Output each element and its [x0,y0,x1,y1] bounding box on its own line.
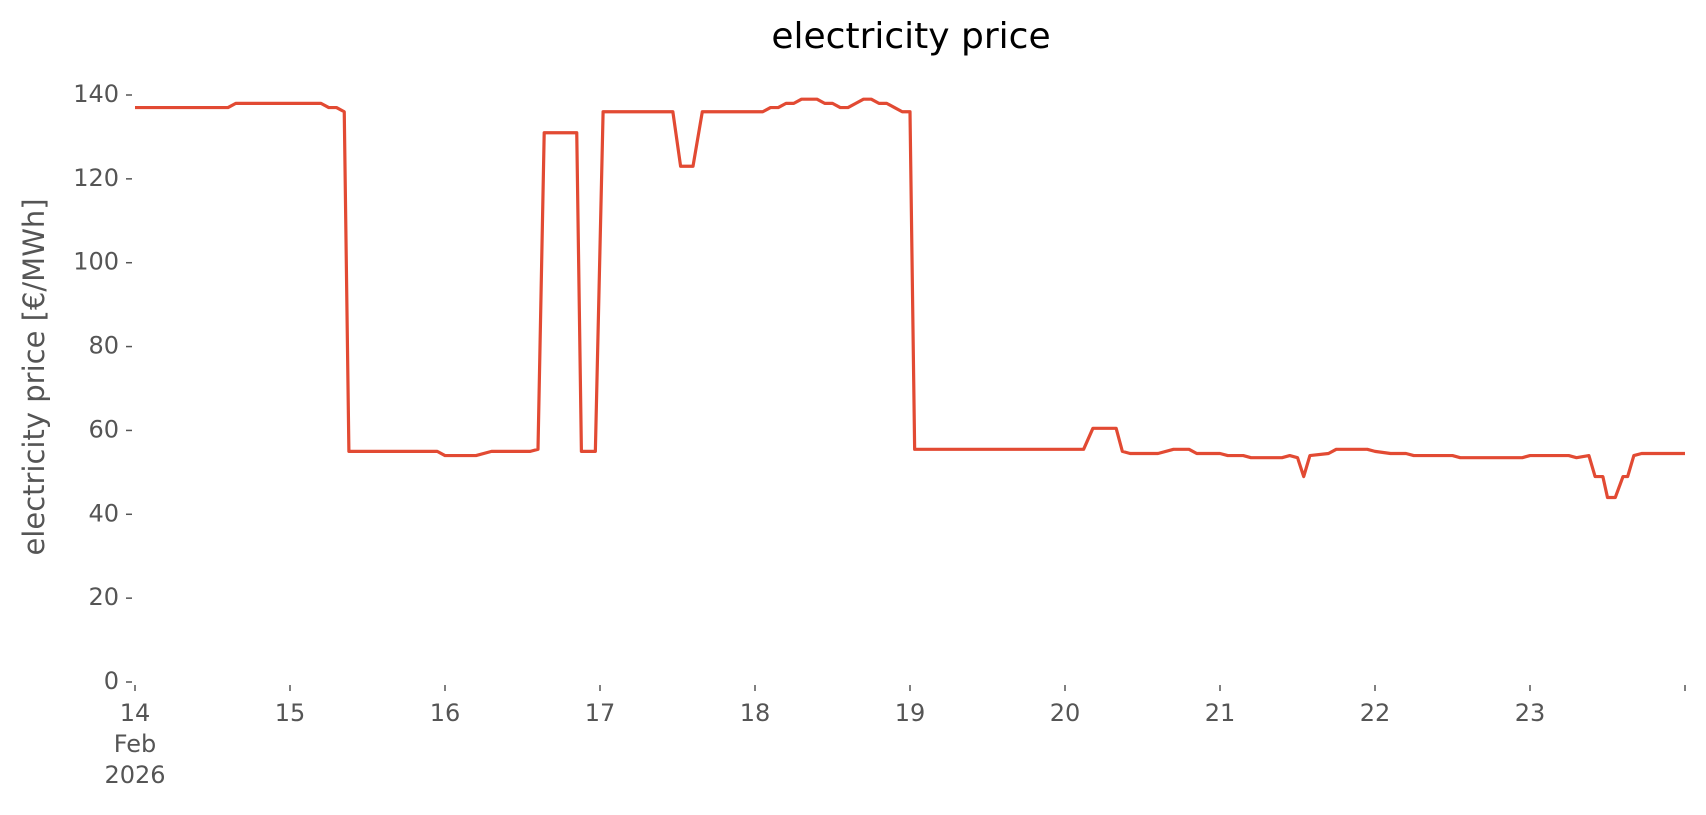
chart-title: electricity price [771,16,1050,57]
x-tick-sublabel: 2026 [104,761,165,789]
x-tick-label: 23 [1515,699,1546,727]
y-tick-label: 140 [73,80,119,108]
y-axis-label: electricity price [€/MWh] [17,198,51,555]
price-line [135,97,1685,500]
x-tick-label: 22 [1360,699,1391,727]
x-tick-label: 18 [740,699,771,727]
x-tick-label: 15 [275,699,306,727]
y-tick-label: 40 [88,499,119,527]
x-tick-label: 14 [120,699,151,727]
y-tick-label: 80 [88,332,119,360]
x-tick-sublabel: Feb [114,730,157,758]
x-tick-label: 19 [895,699,926,727]
x-tick-label: 17 [585,699,616,727]
x-tick-label: 21 [1205,699,1236,727]
x-tick-label: 20 [1050,699,1081,727]
y-tick-label: 120 [73,164,119,192]
x-tick-label: 16 [430,699,461,727]
y-tick-label: 60 [88,415,119,443]
y-tick-label: 0 [104,667,119,695]
y-tick-label: 100 [73,248,119,276]
y-tick-label: 20 [88,583,119,611]
